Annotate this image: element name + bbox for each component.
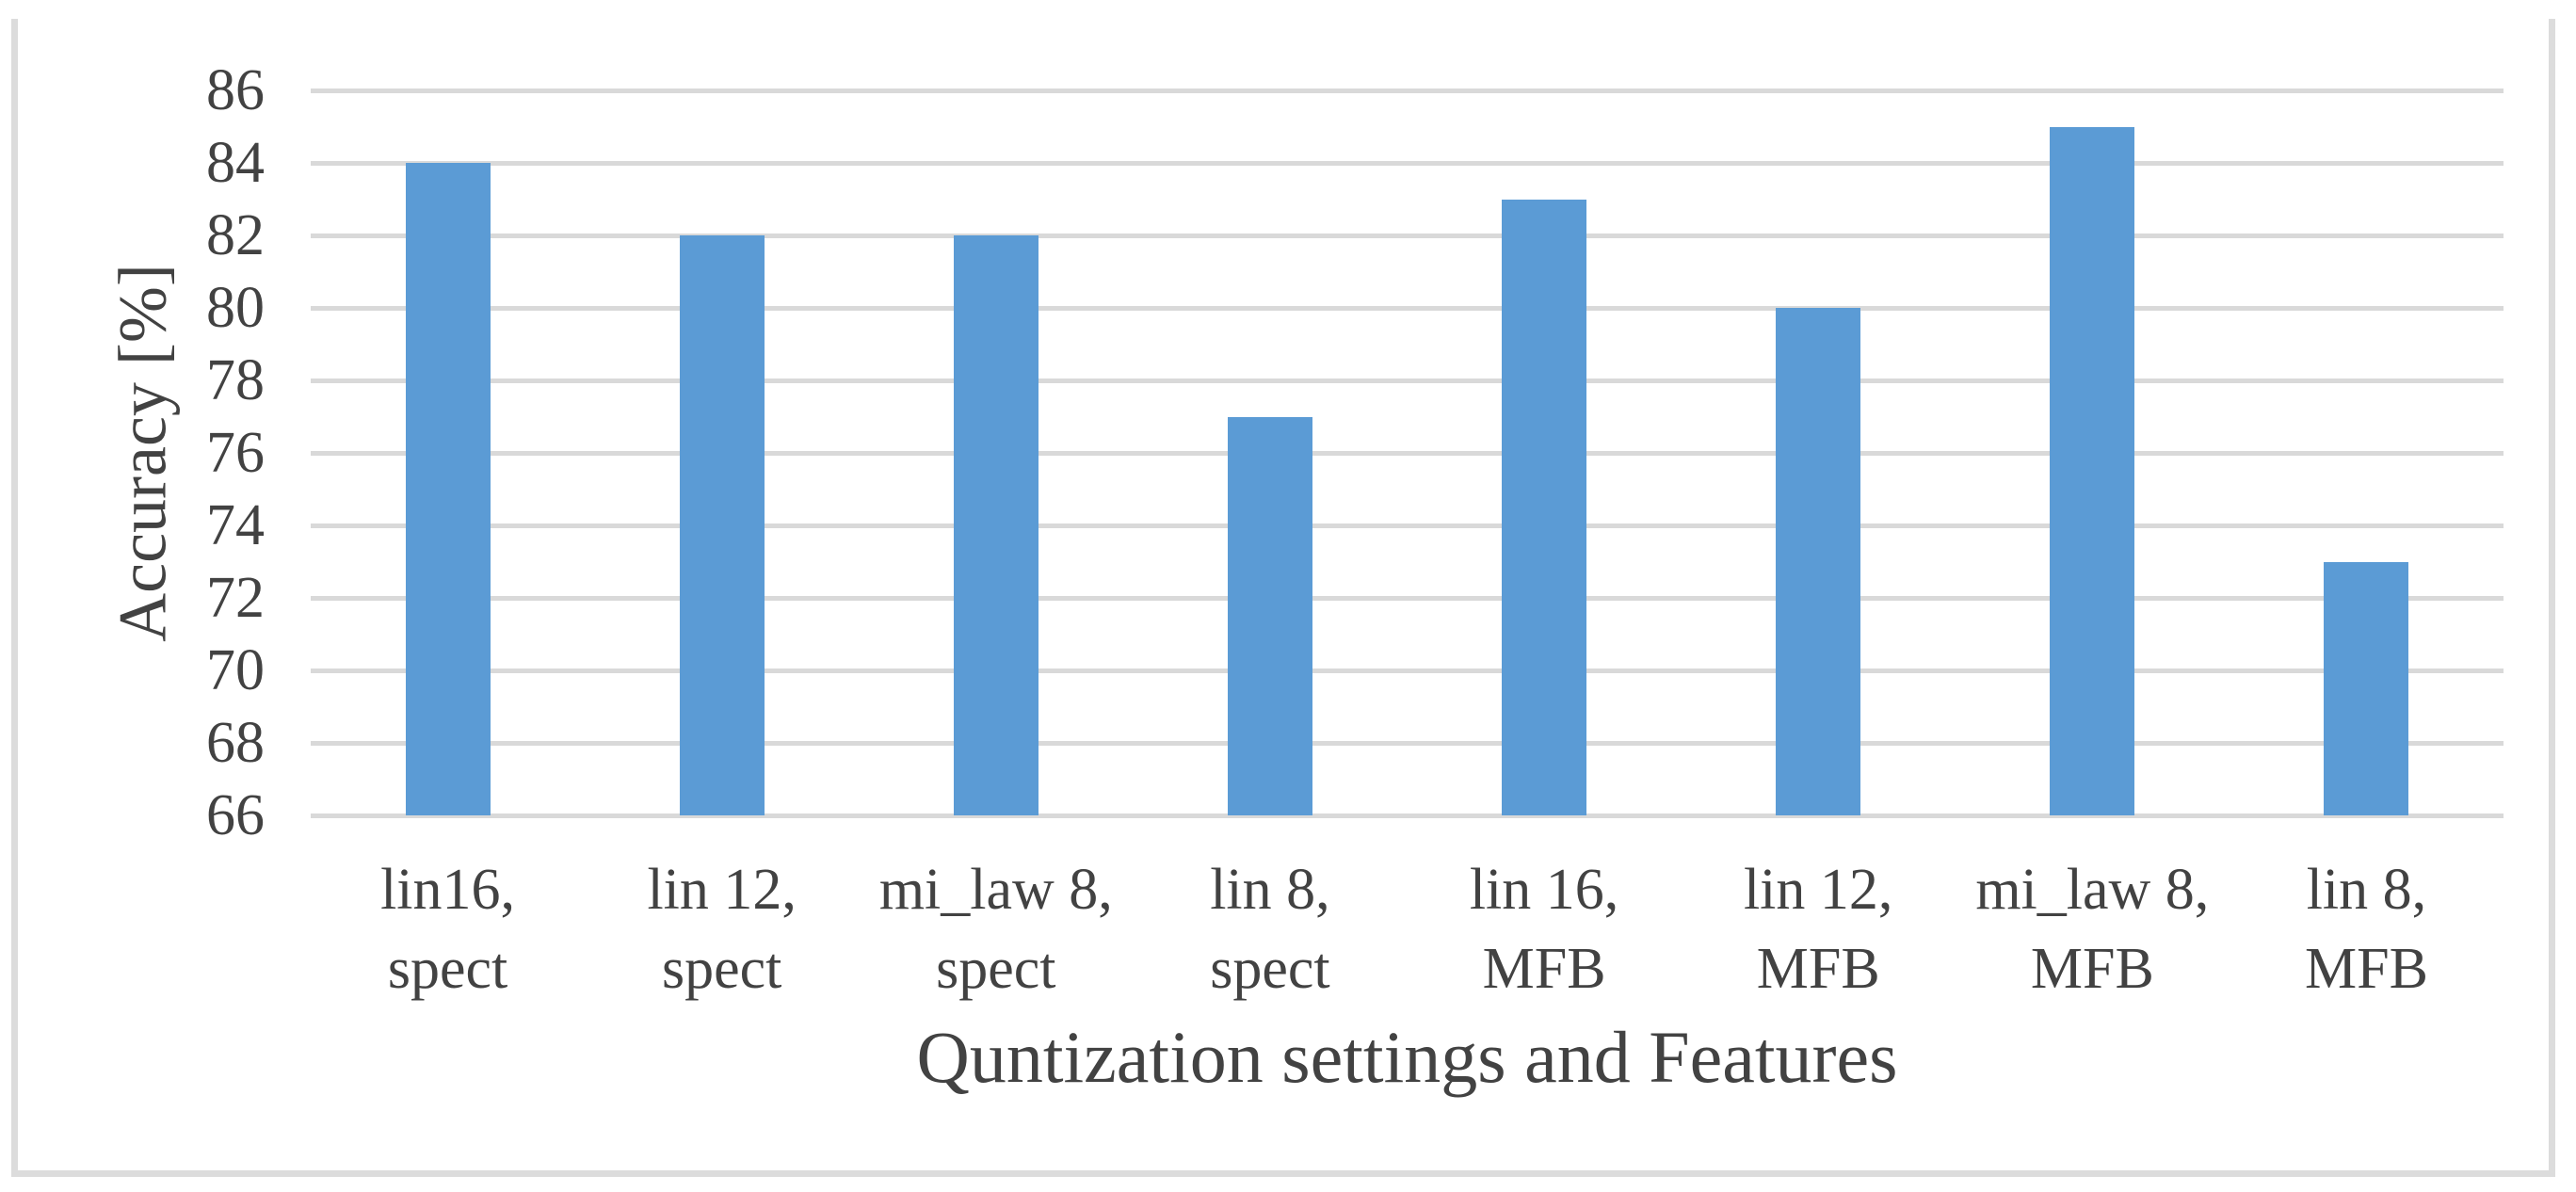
- gridline: [311, 668, 2504, 673]
- x-axis-title: Quntization settings and Features: [916, 1016, 1898, 1098]
- gridline: [311, 596, 2504, 601]
- y-tick-label: 70: [206, 638, 265, 702]
- gridline: [311, 741, 2504, 746]
- gridline: [311, 524, 2504, 528]
- gridline: [311, 306, 2504, 311]
- y-tick-label: 74: [206, 493, 265, 557]
- bar: [1502, 199, 1587, 815]
- bar: [679, 235, 765, 815]
- gridline: [311, 89, 2504, 93]
- plot-area: [311, 89, 2504, 818]
- gridline: [311, 813, 2504, 818]
- y-tick-label: 66: [206, 783, 265, 847]
- x-tick-label: lin16, spect: [380, 858, 516, 1001]
- y-tick-label: 76: [206, 421, 265, 485]
- bar: [1776, 308, 1861, 815]
- x-tick-label: lin 16, MFB: [1469, 858, 1619, 1001]
- y-tick-label: 80: [206, 276, 265, 340]
- x-tick-label: mi_law 8, spect: [878, 858, 1113, 1001]
- bar: [2050, 126, 2135, 815]
- bar: [2324, 561, 2409, 815]
- chart-border-left: [11, 19, 18, 1176]
- x-tick-label: lin 8, MFB: [2304, 858, 2428, 1001]
- bar: [1227, 416, 1312, 815]
- x-tick-label: mi_law 8, MFB: [1975, 858, 2210, 1001]
- y-tick-label: 72: [206, 566, 265, 630]
- gridline: [311, 451, 2504, 456]
- chart-border-right: [2549, 19, 2555, 1176]
- y-tick-label: 84: [206, 131, 265, 195]
- chart-border-bottom: [11, 1170, 2555, 1177]
- y-axis-title: Accuracy [%]: [105, 264, 181, 642]
- gridline: [311, 161, 2504, 166]
- bar: [405, 163, 491, 815]
- y-tick-label: 78: [206, 348, 265, 412]
- x-tick-label: lin 12, MFB: [1743, 858, 1893, 1001]
- y-tick-label: 68: [206, 711, 265, 775]
- gridline: [311, 379, 2504, 383]
- x-tick-label: lin 12, spect: [647, 858, 797, 1001]
- x-tick-label: lin 8, spect: [1210, 858, 1330, 1001]
- bar: [953, 235, 1038, 815]
- y-tick-label: 86: [206, 58, 265, 122]
- gridline: [311, 234, 2504, 238]
- y-tick-label: 82: [206, 203, 265, 267]
